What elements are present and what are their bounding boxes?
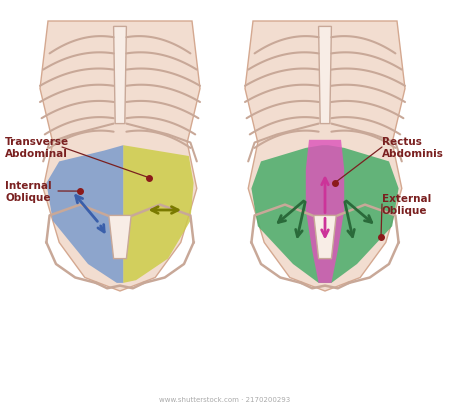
Polygon shape bbox=[314, 216, 336, 259]
Text: External
Oblique: External Oblique bbox=[382, 194, 431, 215]
Text: Transverse
Abdominal: Transverse Abdominal bbox=[5, 137, 69, 159]
Polygon shape bbox=[252, 146, 399, 283]
Polygon shape bbox=[319, 27, 331, 124]
Text: Internal
Oblique: Internal Oblique bbox=[5, 181, 52, 202]
Polygon shape bbox=[109, 216, 131, 259]
Text: www.shutterstock.com · 2170200293: www.shutterstock.com · 2170200293 bbox=[159, 396, 291, 402]
Polygon shape bbox=[113, 27, 126, 124]
Polygon shape bbox=[123, 146, 194, 283]
Polygon shape bbox=[46, 146, 123, 283]
Polygon shape bbox=[40, 22, 200, 291]
Polygon shape bbox=[245, 22, 405, 291]
Text: Rectus
Abdominis: Rectus Abdominis bbox=[382, 137, 444, 159]
Polygon shape bbox=[306, 140, 344, 283]
